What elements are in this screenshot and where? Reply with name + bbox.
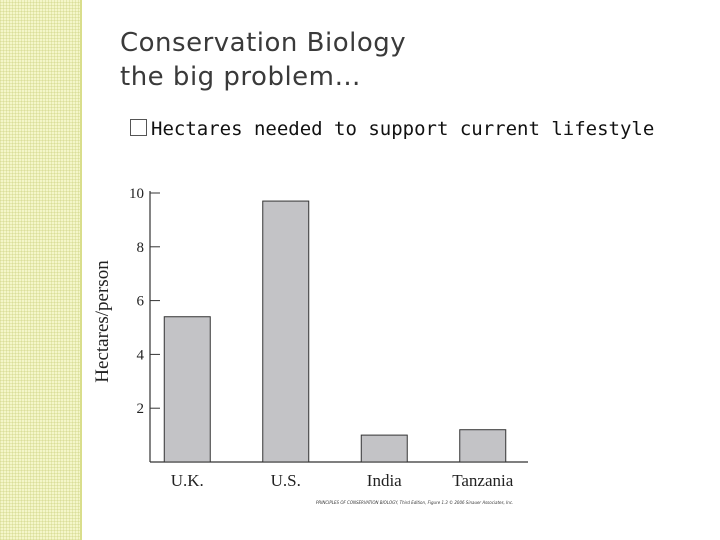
bullet-text: Hectares needed to support current lifes… [151, 118, 655, 140]
bullet-box-icon [130, 119, 147, 136]
title-line-2: the big problem… [120, 62, 362, 92]
x-tick-label-0: U.K. [171, 471, 204, 490]
y-tick-label-10: 10 [129, 186, 144, 202]
bar-uk [163, 316, 211, 463]
y-tick-label-4: 4 [137, 347, 145, 363]
title-line-1: Conservation Biology [120, 28, 407, 58]
x-tick-label-1: U.S. [271, 471, 301, 490]
bar-us [262, 200, 310, 463]
figure-credit: PRINCIPLES OF CONSERVATION BIOLOGY, Thir… [316, 500, 514, 505]
y-tick-label-8: 8 [137, 240, 145, 256]
slide-title: Conservation Biology the big problem… [120, 26, 406, 94]
y-tick-label-2: 2 [137, 401, 145, 417]
decorative-side-band [0, 0, 80, 540]
bar-chart: 2 4 6 8 10 Hectares/person U.K. U.S. India Tanzan… [92, 186, 528, 490]
y-tick-label-6: 6 [137, 294, 145, 310]
bar-tanzania [459, 429, 507, 463]
y-axis-label: Hectares/person [92, 260, 113, 383]
bar-india [360, 434, 408, 463]
bullet-item: Hectares needed to support current lifes… [130, 118, 654, 140]
x-tick-label-2: India [367, 471, 402, 490]
x-tick-label-3: Tanzania [452, 471, 514, 490]
side-divider [80, 0, 82, 540]
